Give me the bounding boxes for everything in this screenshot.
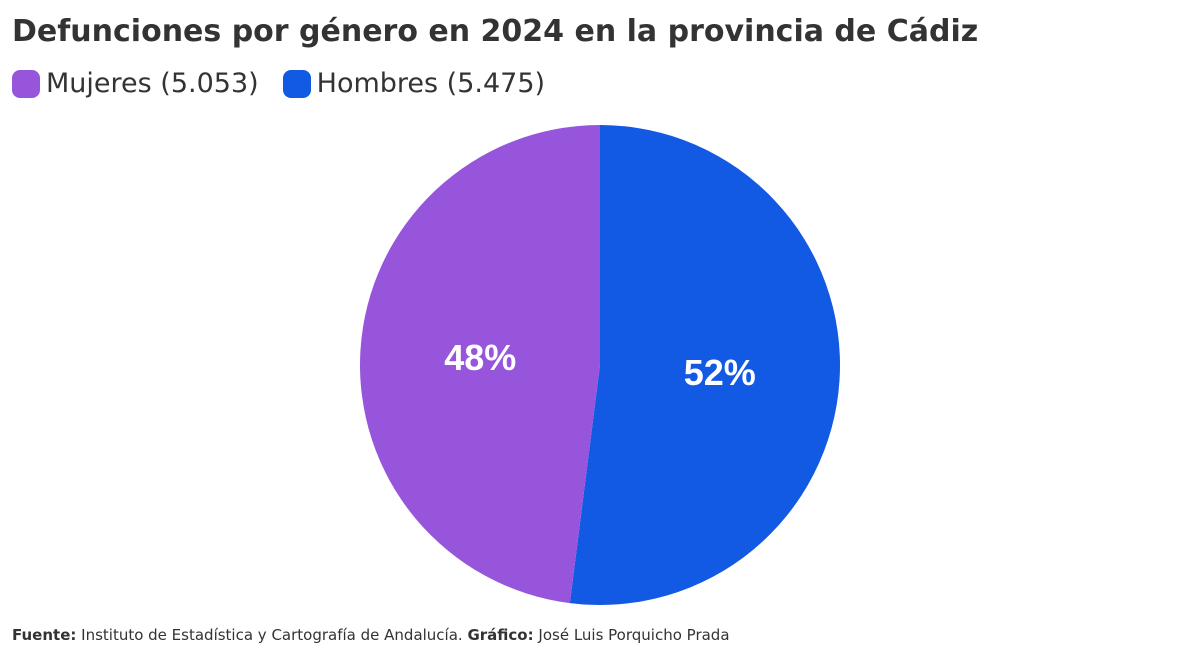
footer-credit-key: Gráfico: [467,626,534,644]
legend: Mujeres (5.053) Hombres (5.475) [12,68,545,99]
legend-item-mujeres: Mujeres (5.053) [12,68,259,99]
pie-slice-hombres [569,125,841,605]
legend-swatch-mujeres [12,69,40,98]
pie-labels: 52% 48% [444,337,756,393]
pie-slices [360,125,841,605]
chart-footer: Fuente: Instituto de Estadística y Carto… [12,626,730,644]
footer-credit-value: José Luis Porquicho Prada [538,626,730,644]
pie-label-mujeres: 48% [444,337,516,378]
footer-source-value: Instituto de Estadística y Cartografía d… [81,626,463,644]
legend-item-hombres: Hombres (5.475) [282,68,546,99]
footer-source-key: Fuente: [12,626,77,644]
pie-label-hombres: 52% [684,352,756,393]
legend-label-mujeres: Mujeres (5.053) [46,68,259,99]
pie-slice-mujeres [360,125,600,604]
chart-title: Defunciones por género en 2024 en la pro… [12,14,979,49]
legend-swatch-hombres [282,69,311,98]
legend-label-hombres: Hombres (5.475) [316,68,546,99]
